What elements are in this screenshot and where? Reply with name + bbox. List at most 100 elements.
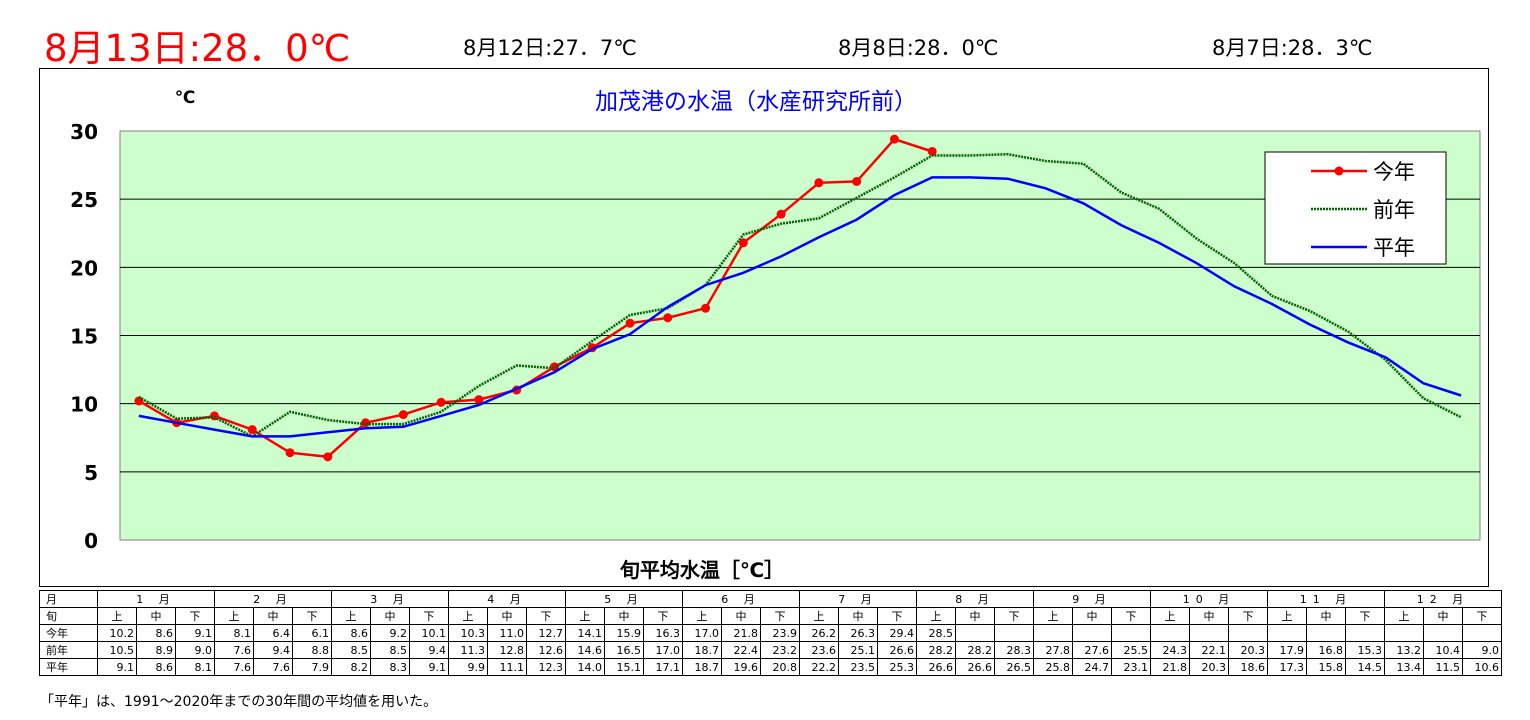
table-cell: 23.9 (760, 624, 800, 642)
jun-header: 上 (1033, 607, 1073, 625)
table-cell: 8.8 (292, 641, 332, 659)
table-cell: 7.6 (214, 641, 254, 659)
y-tick-label: 30 (70, 120, 98, 144)
table-cell: 20.3 (1228, 641, 1268, 659)
table-cell: 15.3 (1345, 641, 1385, 659)
legend-label: 平年 (1373, 236, 1415, 260)
table-cell: 19.6 (721, 658, 761, 676)
table-cell: 24.7 (1072, 658, 1112, 676)
table-cell (1111, 624, 1151, 642)
table-cell: 9.9 (448, 658, 488, 676)
table-cell: 15.8 (1306, 658, 1346, 676)
table-cell: 11.3 (448, 641, 488, 659)
jun-header: 上 (799, 607, 839, 625)
table-cell: 23.2 (760, 641, 800, 659)
table-cell: 11.0 (487, 624, 527, 642)
table-cell: 26.6 (916, 658, 956, 676)
table-row: 前年 10.5 8.9 9.0 7.6 9.4 8.8 8.5 8.5 9.4 11.3 12.8 12… (39, 641, 1502, 659)
table-cell: 10.4 (1423, 641, 1463, 659)
table-cell: 26.5 (994, 658, 1034, 676)
row-label: 平年 (39, 658, 98, 676)
table-cell: 21.8 (1150, 658, 1190, 676)
table-cell: 8.5 (370, 641, 410, 659)
jun-header: 上 (214, 607, 254, 625)
jun-header: 下 (526, 607, 566, 625)
jun-header: 中 (1072, 607, 1112, 625)
table-cell (1189, 624, 1229, 642)
table-cell (1384, 624, 1424, 642)
series-line-1 (138, 152, 1462, 438)
row-header-jun: 旬 (39, 607, 98, 625)
series-point-0 (738, 238, 748, 248)
month-header: 2 月 (214, 590, 332, 608)
footnote: 「平年」は、1991～2020年までの30年間の平均値を用いた。 (40, 694, 438, 710)
table-cell: 9.1 (97, 658, 137, 676)
table-cell: 10.2 (97, 624, 137, 642)
chart-frame: 加茂港の水温（水産研究所前） ℃ 旬平均水温［℃］ 0 5 10 15 20 25 30 今… (39, 68, 1489, 587)
table-cell: 7.9 (292, 658, 332, 676)
table-cell: 8.1 (214, 624, 254, 642)
table-cell: 14.0 (565, 658, 605, 676)
month-header: 1 月 (97, 590, 215, 608)
month-header: 8 月 (916, 590, 1034, 608)
table-cell: 13.4 (1384, 658, 1424, 676)
month-header: 11 月 (1267, 590, 1385, 608)
recent-temperature-1: 8月12日:27．7℃ (463, 36, 637, 60)
table-cell: 7.6 (253, 658, 293, 676)
table-cell: 26.6 (877, 641, 917, 659)
row-header-month: 月 (39, 590, 98, 608)
jun-header: 下 (409, 607, 449, 625)
table-cell: 12.6 (526, 641, 566, 659)
y-tick-label: 15 (70, 325, 98, 349)
table-cell: 10.5 (97, 641, 137, 659)
jun-header: 中 (253, 607, 293, 625)
table-cell: 28.3 (994, 641, 1034, 659)
series-point-0 (474, 395, 484, 405)
month-header: 9 月 (1033, 590, 1151, 608)
jun-header: 上 (682, 607, 722, 625)
table-cell (1228, 624, 1268, 642)
jun-header: 上 (1267, 607, 1307, 625)
table-cell: 23.5 (838, 658, 878, 676)
table-cell: 26.2 (799, 624, 839, 642)
table-cell: 11.5 (1423, 658, 1463, 676)
table-cell: 23.6 (799, 641, 839, 659)
series-point-0 (625, 318, 635, 328)
month-header: 12 月 (1384, 590, 1502, 608)
table-cell: 25.8 (1033, 658, 1073, 676)
table-cell: 9.0 (175, 641, 215, 659)
table-cell: 18.6 (1228, 658, 1268, 676)
legend-label: 今年 (1373, 160, 1415, 184)
series-point-0 (247, 425, 257, 435)
table-cell (1423, 624, 1463, 642)
jun-header: 上 (97, 607, 137, 625)
table-cell: 27.8 (1033, 641, 1073, 659)
jun-header: 中 (955, 607, 995, 625)
table-cell: 22.1 (1189, 641, 1229, 659)
table-cell (1033, 624, 1073, 642)
jun-header: 上 (916, 607, 956, 625)
table-cell: 18.7 (682, 658, 722, 676)
table-jun-row: 旬上中下上中下上中下上中下上中下上中下上中下上中下上中下上中下上中下上中下 (39, 607, 1502, 625)
table-cell: 8.1 (175, 658, 215, 676)
table-cell (1072, 624, 1112, 642)
table-cell: 16.5 (604, 641, 644, 659)
table-cell: 10.1 (409, 624, 449, 642)
jun-header: 中 (1423, 607, 1463, 625)
table-cell: 27.6 (1072, 641, 1112, 659)
table-cell: 8.5 (331, 641, 371, 659)
table-cell: 26.6 (955, 658, 995, 676)
table-cell: 16.8 (1306, 641, 1346, 659)
table-cell: 24.3 (1150, 641, 1190, 659)
table-cell: 17.0 (643, 641, 683, 659)
table-cell: 12.8 (487, 641, 527, 659)
jun-header: 上 (448, 607, 488, 625)
today-temperature-header: 8月13日:28．0℃ (44, 27, 351, 70)
table-cell: 9.2 (370, 624, 410, 642)
series-point-0 (852, 176, 862, 186)
table-cell: 14.1 (565, 624, 605, 642)
month-header: 3 月 (331, 590, 449, 608)
table-cell: 28.5 (916, 624, 956, 642)
table-row: 今年 10.2 8.6 9.1 8.1 6.4 6.1 8.6 9.2 10.1 10.3 11.0 1… (39, 624, 1502, 642)
y-tick-label: 25 (70, 188, 98, 212)
